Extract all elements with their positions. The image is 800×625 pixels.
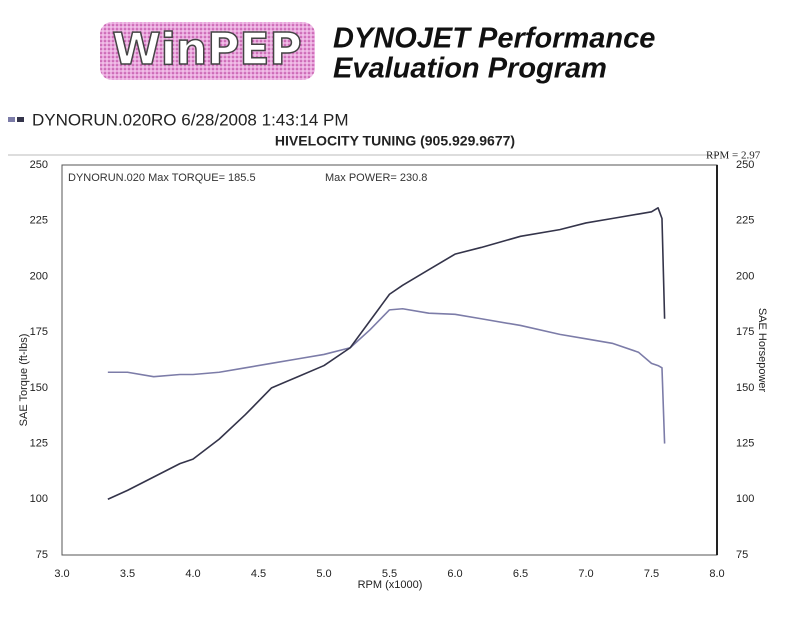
logo-background <box>100 22 315 80</box>
y2-tick-label: 250 <box>736 159 754 171</box>
y-tick-label: 175 <box>30 326 48 338</box>
y-tick-label: 200 <box>30 270 48 282</box>
annotation: Max POWER= 230.8 <box>325 172 427 184</box>
x-tick-label: 8.0 <box>709 568 724 580</box>
x-tick-label: 7.0 <box>578 568 593 580</box>
annotation: DYNORUN.020 Max TORQUE= 185.5 <box>68 172 256 184</box>
y2-tick-label: 75 <box>736 549 748 561</box>
y-tick-label: 250 <box>30 159 48 171</box>
y-tick-label: 150 <box>30 382 48 394</box>
y2-tick-label: 200 <box>736 270 754 282</box>
x-axis-label: RPM (x1000) <box>358 579 423 591</box>
x-tick-label: 3.0 <box>54 568 69 580</box>
y2-axis-label: SAE Horsepower <box>756 308 768 393</box>
y2-tick-label: 225 <box>736 215 754 227</box>
x-tick-label: 3.5 <box>120 568 135 580</box>
y2-tick-label: 150 <box>736 382 754 394</box>
series-line <box>107 206 666 501</box>
x-tick-label: 4.0 <box>185 568 200 580</box>
chart-title: HIVELOCITY TUNING (905.929.9677) <box>275 133 515 149</box>
y-tick-label: 225 <box>30 215 48 227</box>
x-tick-label: 4.5 <box>251 568 266 580</box>
plot-frame <box>61 164 718 556</box>
legend-swatch <box>17 117 24 122</box>
run-label: DYNORUN.020RO 6/28/2008 1:43:14 PM <box>32 110 349 129</box>
header-title: DYNOJET Performance <box>333 23 655 55</box>
series-line <box>107 307 666 444</box>
legend-swatch <box>8 117 15 122</box>
y-tick-label: 100 <box>30 493 48 505</box>
x-tick-label: 5.0 <box>316 568 331 580</box>
x-tick-label: 7.5 <box>644 568 659 580</box>
x-tick-label: 6.0 <box>447 568 462 580</box>
y-axis-label: SAE Torque (ft-lbs) <box>18 334 30 427</box>
y-tick-label: 75 <box>36 549 48 561</box>
logo: WinPEP <box>112 24 302 75</box>
y2-tick-label: 175 <box>736 326 754 338</box>
rpm-note: RPM = 2.97 <box>706 150 761 162</box>
x-tick-label: 6.5 <box>513 568 528 580</box>
y2-tick-label: 100 <box>736 493 754 505</box>
header-title: Evaluation Program <box>333 53 607 85</box>
y-tick-label: 125 <box>30 437 48 449</box>
y2-tick-label: 125 <box>736 437 754 449</box>
x-tick-label: 5.5 <box>382 568 397 580</box>
